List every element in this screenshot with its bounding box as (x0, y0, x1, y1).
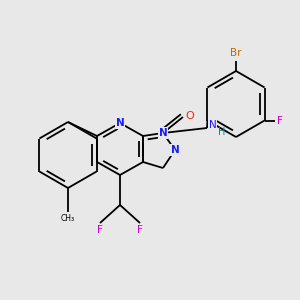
Text: N: N (209, 120, 217, 130)
Text: F: F (137, 225, 143, 235)
Text: F: F (277, 116, 283, 125)
Text: F: F (97, 225, 103, 235)
Text: H: H (218, 127, 225, 137)
Text: N: N (159, 128, 167, 138)
Text: Br: Br (230, 48, 242, 58)
Text: O: O (185, 111, 194, 121)
Text: N: N (116, 118, 124, 128)
Text: N: N (171, 145, 179, 155)
Text: CH₃: CH₃ (61, 214, 75, 223)
